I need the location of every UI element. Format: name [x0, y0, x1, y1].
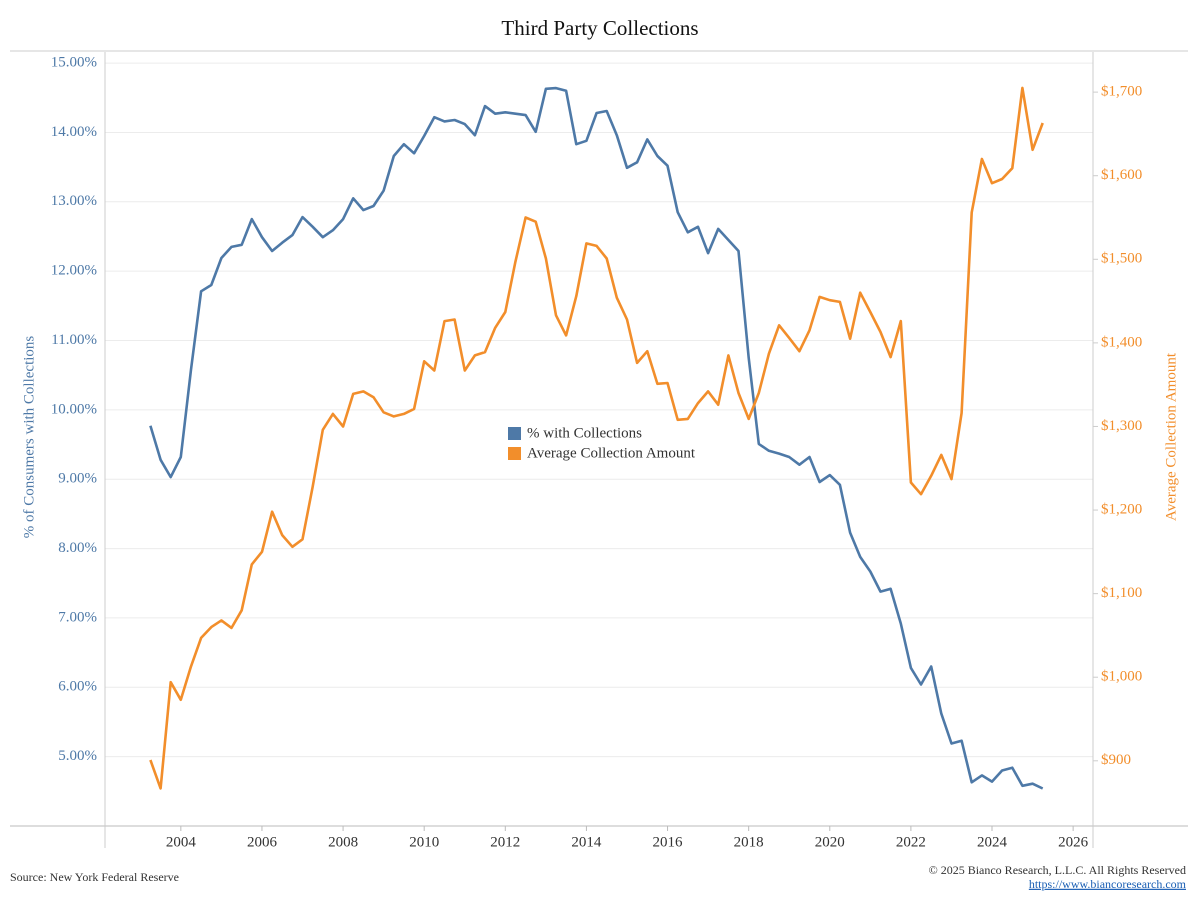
x-tick-label: 2022: [896, 834, 926, 850]
legend-label: % with Collections: [527, 425, 642, 441]
y-tick-label: 9.00%: [58, 471, 97, 487]
copyright: © 2025 Bianco Research, L.L.C. All Right…: [929, 863, 1186, 877]
legend-swatch: [508, 447, 521, 460]
x-tick-label: 2024: [977, 834, 1008, 850]
y2-tick-label: $1,600: [1101, 167, 1142, 183]
x-tick-label: 2026: [1058, 834, 1089, 850]
source-note: Source: New York Federal Reserve: [10, 870, 179, 884]
x-tick-label: 2020: [815, 834, 845, 850]
series-line: [149, 86, 1044, 790]
chart-title: Third Party Collections: [501, 16, 698, 40]
y2-tick-label: $1,100: [1101, 585, 1142, 601]
y-tick-label: 12.00%: [51, 263, 97, 279]
y-tick-label: 13.00%: [51, 193, 97, 209]
y2-tick-label: $1,000: [1101, 669, 1142, 685]
x-tick-label: 2014: [571, 834, 602, 850]
x-tick-label: 2004: [166, 834, 197, 850]
website-link[interactable]: https://www.biancoresearch.com: [1029, 877, 1187, 891]
x-tick-label: 2018: [734, 834, 764, 850]
y2-tick-label: $1,400: [1101, 334, 1142, 350]
y2-tick-label: $1,500: [1101, 251, 1142, 267]
y-tick-label: 6.00%: [58, 679, 97, 695]
legend-swatch: [508, 427, 521, 440]
legend-label: Average Collection Amount: [527, 445, 696, 461]
y2-tick-label: $1,200: [1101, 501, 1142, 517]
x-tick-label: 2010: [409, 834, 439, 850]
x-tick-label: 2012: [490, 834, 520, 850]
x-tick-label: 2016: [653, 834, 684, 850]
y-axis-label: % of Consumers with Collections: [21, 336, 37, 539]
y-tick-label: 11.00%: [51, 332, 97, 348]
y-tick-label: 5.00%: [58, 748, 97, 764]
series-line: [149, 86, 1044, 790]
y-tick-label: 10.00%: [51, 401, 97, 417]
y-tick-label: 8.00%: [58, 540, 97, 556]
y-tick-label: 15.00%: [51, 55, 97, 71]
x-tick-label: 2008: [328, 834, 358, 850]
y-tick-label: 7.00%: [58, 609, 97, 625]
y2-tick-label: $1,300: [1101, 418, 1142, 434]
y2-tick-label: $1,700: [1101, 84, 1142, 100]
x-tick-label: 2006: [247, 834, 278, 850]
y2-tick-label: $900: [1101, 752, 1131, 768]
y-tick-label: 14.00%: [51, 124, 97, 140]
y2-axis-label: Average Collection Amount: [1163, 352, 1179, 521]
